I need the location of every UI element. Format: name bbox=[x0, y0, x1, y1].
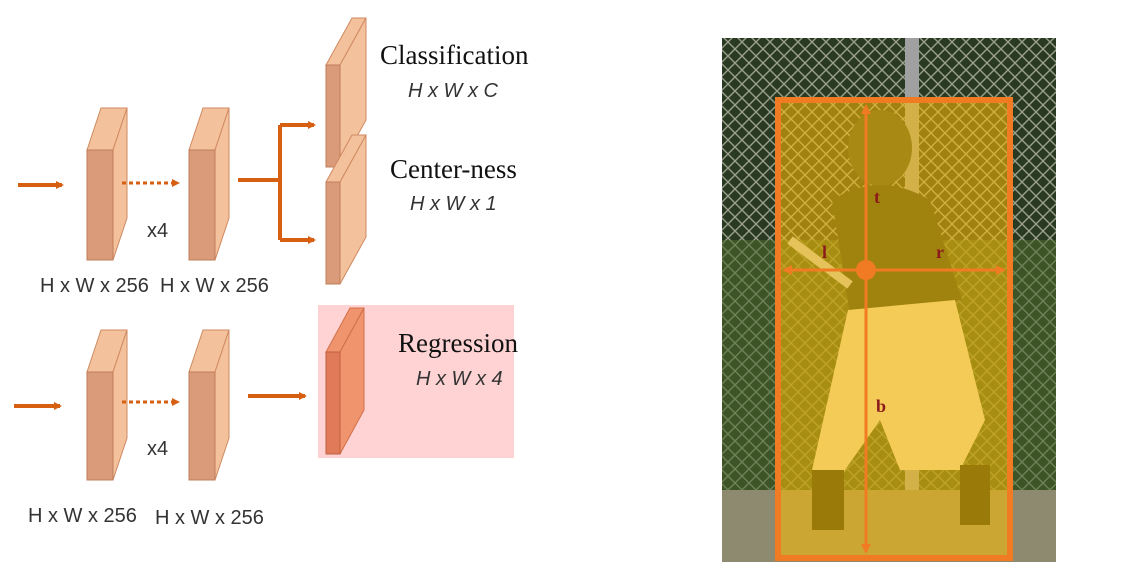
regression-title: Regression bbox=[398, 328, 518, 358]
bounding-box bbox=[775, 97, 1013, 561]
classification-title: Classification bbox=[380, 40, 529, 70]
shape-label-top-1: H x W x 256 bbox=[40, 275, 149, 297]
box-overlay bbox=[778, 100, 1010, 558]
regression-output-layer bbox=[325, 307, 365, 455]
label-b: b bbox=[876, 396, 886, 416]
centerness-shape: H x W x 1 bbox=[410, 193, 497, 215]
repeat-label-bottom: x4 bbox=[147, 438, 168, 460]
center-point bbox=[856, 260, 876, 280]
shape-label-bottom-2: H x W x 256 bbox=[155, 507, 264, 529]
label-l: l bbox=[822, 242, 827, 262]
example-image: t l r b bbox=[722, 38, 1056, 562]
feature-layer-bottom-2 bbox=[188, 329, 230, 481]
shape-label-top-2: H x W x 256 bbox=[160, 275, 269, 297]
head-network: x4 H x W x 256 H x W x 256 Classificati bbox=[14, 17, 529, 529]
centerness-title: Center-ness bbox=[390, 154, 517, 184]
feature-layer-top-1 bbox=[86, 107, 128, 261]
classification-shape: H x W x C bbox=[408, 80, 499, 102]
repeat-label-top: x4 bbox=[147, 220, 168, 242]
branch-connector bbox=[238, 121, 316, 244]
label-r: r bbox=[936, 242, 944, 262]
shape-label-bottom-1: H x W x 256 bbox=[28, 505, 137, 527]
feature-layer-bottom-1 bbox=[86, 329, 128, 481]
centerness-output-layer bbox=[325, 134, 367, 285]
regression-shape: H x W x 4 bbox=[416, 368, 503, 390]
label-t: t bbox=[874, 187, 880, 207]
feature-layer-top-2 bbox=[188, 107, 230, 261]
classification-output-layer bbox=[325, 17, 367, 168]
